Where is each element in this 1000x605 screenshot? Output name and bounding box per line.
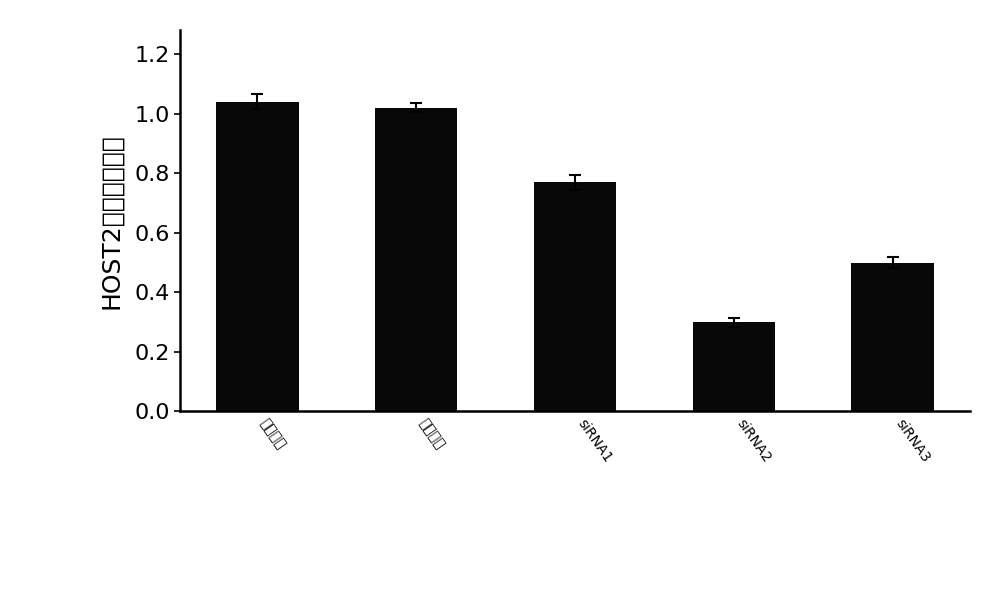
Bar — [216, 102, 299, 411]
Bar — [851, 263, 934, 411]
Bar — [375, 108, 457, 411]
Y-axis label: HOST2的相对表达量: HOST2的相对表达量 — [99, 133, 123, 309]
Bar — [693, 322, 775, 411]
Bar — [534, 182, 616, 411]
